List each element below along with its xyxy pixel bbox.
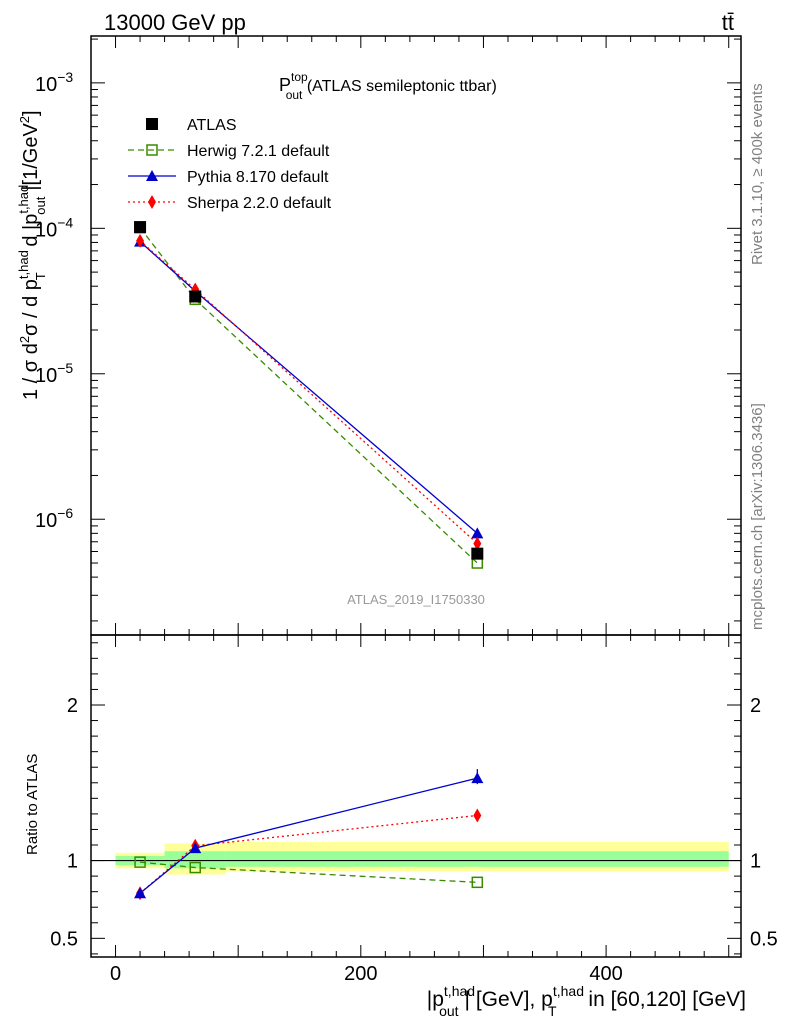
y-tick-label: 10−4 [35, 214, 73, 241]
sherpa-point [136, 233, 145, 248]
ratio-y-tick-label-right: 0.5 [750, 928, 778, 950]
legend-label-sherpa: Sherpa 2.2.0 default [187, 195, 332, 212]
plot-title: Ptop out (ATLAS semileptonic ttbar) [279, 70, 497, 102]
x-axis-label: |pt,had out | [GeV], pt,had T in [60,120] [… [427, 983, 746, 1019]
y-tick-label: 10−6 [35, 505, 73, 532]
pythia-line [139, 241, 478, 534]
ratio-y-tick-label-left: 0.5 [50, 928, 78, 950]
ratio-y-axis-label: Ratio to ATLAS [24, 754, 41, 855]
herwig-ratio-point [471, 876, 484, 889]
sherpa-point [473, 536, 482, 551]
analysis-watermark: ATLAS_2019_I1750330 [347, 592, 485, 607]
herwig-ratio-point [189, 861, 201, 874]
herwig-ratio-line [139, 861, 478, 883]
sherpa-line [139, 240, 478, 545]
pythia-ratio-point [189, 842, 202, 854]
x-tick-label: 400 [589, 963, 622, 985]
ratio-panel: 0 200 400 0.5 0.5 1 1 2 2 [50, 634, 778, 985]
ratio-y-tick-label-left: 2 [67, 695, 78, 717]
legend-label-herwig: Herwig 7.2.1 default [187, 143, 330, 160]
ratio-plot-frame [90, 634, 742, 958]
atlas-point [189, 290, 202, 303]
legend-label-pythia: Pythia 8.170 default [187, 169, 329, 186]
main-y-axis-label: 1 / σ d2σ / d pt,had T d |pt,had out|[1/Ge… [16, 110, 48, 400]
y-tick-label: 10−5 [35, 360, 73, 387]
y-tick-label: 10−3 [35, 69, 73, 96]
herwig-line [139, 227, 478, 564]
sherpa-ratio-line [139, 814, 478, 894]
sherpa-ratio-point [473, 808, 482, 823]
atlas-point [471, 547, 484, 560]
pythia-ratio-point [134, 887, 147, 899]
legend-label-atlas: ATLAS [187, 117, 237, 134]
legend-marker-herwig [146, 144, 158, 156]
main-panel: 10−6 10−5 10−4 10−3 [35, 35, 742, 636]
x-tick-label: 0 [110, 963, 121, 985]
energy-label: 13000 GeV pp [104, 10, 246, 35]
atlas-point [134, 221, 147, 234]
ratio-y-tick-label-right: 2 [750, 695, 761, 717]
pythia-ratio-line [139, 777, 478, 894]
uncertainty-band-inner-2 [225, 851, 729, 867]
legend-marker-atlas [146, 118, 158, 130]
uncertainty-band-inner-1 [164, 851, 226, 869]
legend-marker-sherpa [148, 195, 156, 209]
pythia-point [471, 527, 484, 539]
rivet-label: Rivet 3.1.10, ≥ 400k events [749, 83, 766, 265]
x-tick-label: 200 [344, 963, 377, 985]
process-label: tt̄ [722, 10, 734, 35]
herwig-ratio-point [134, 856, 146, 868]
ratio-y-tick-label-left: 1 [67, 851, 78, 873]
mcplots-label: mcplots.cern.ch [arXiv:1306.3436] [749, 403, 766, 630]
legend-marker-pythia [146, 170, 158, 181]
legend: ATLAS Herwig 7.2.1 default Pythia 8.170 de… [128, 117, 332, 212]
ratio-y-tick-label-right: 1 [750, 851, 761, 873]
